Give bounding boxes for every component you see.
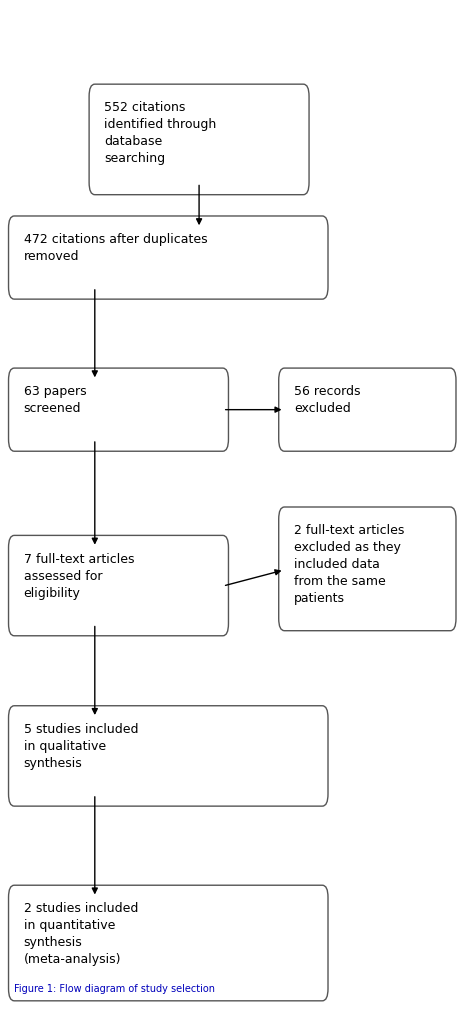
Text: 472 citations after duplicates
removed: 472 citations after duplicates removed	[24, 233, 207, 264]
Text: 5 studies included
in qualitative
synthesis: 5 studies included in qualitative synthe…	[24, 723, 138, 770]
FancyBboxPatch shape	[9, 885, 328, 1001]
Text: 56 records
excluded: 56 records excluded	[294, 385, 360, 416]
FancyBboxPatch shape	[9, 216, 328, 299]
FancyBboxPatch shape	[279, 368, 456, 451]
Text: 63 papers
screened: 63 papers screened	[24, 385, 86, 416]
Text: 7 full-text articles
assessed for
eligibility: 7 full-text articles assessed for eligib…	[24, 553, 134, 599]
Text: 2 studies included
in quantitative
synthesis
(meta-analysis): 2 studies included in quantitative synth…	[24, 902, 138, 966]
FancyBboxPatch shape	[279, 507, 456, 631]
FancyBboxPatch shape	[9, 368, 228, 451]
Text: 552 citations
identified through
database
searching: 552 citations identified through databas…	[104, 101, 217, 165]
FancyBboxPatch shape	[9, 535, 228, 636]
Text: 2 full-text articles
excluded as they
included data
from the same
patients: 2 full-text articles excluded as they in…	[294, 524, 404, 605]
FancyBboxPatch shape	[9, 706, 328, 806]
FancyBboxPatch shape	[89, 84, 309, 195]
Text: Figure 1: Flow diagram of study selection: Figure 1: Flow diagram of study selectio…	[14, 984, 215, 994]
